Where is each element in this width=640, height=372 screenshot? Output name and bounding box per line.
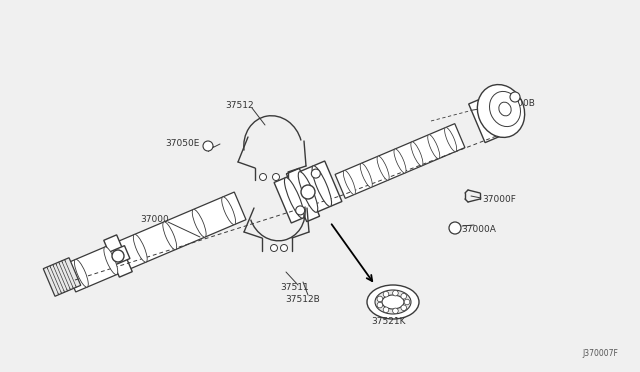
Text: 37000A: 37000A <box>461 225 496 234</box>
Circle shape <box>510 92 520 102</box>
Polygon shape <box>64 192 246 292</box>
Circle shape <box>377 296 383 302</box>
Ellipse shape <box>104 247 118 275</box>
Ellipse shape <box>382 295 404 309</box>
Ellipse shape <box>74 259 88 287</box>
Polygon shape <box>468 95 506 142</box>
Ellipse shape <box>192 209 206 237</box>
Polygon shape <box>335 124 465 198</box>
Ellipse shape <box>411 142 423 166</box>
Ellipse shape <box>343 170 355 195</box>
Ellipse shape <box>375 290 411 314</box>
Circle shape <box>280 244 287 251</box>
Circle shape <box>392 308 398 314</box>
Circle shape <box>273 173 280 180</box>
Circle shape <box>311 169 320 178</box>
Text: 37512: 37512 <box>225 102 253 110</box>
Polygon shape <box>106 246 130 266</box>
Text: 37000F: 37000F <box>482 196 516 205</box>
Circle shape <box>259 173 266 180</box>
Ellipse shape <box>377 156 389 180</box>
Circle shape <box>383 291 389 297</box>
Ellipse shape <box>312 166 332 206</box>
Circle shape <box>383 307 389 312</box>
Polygon shape <box>274 161 342 223</box>
Circle shape <box>271 244 278 251</box>
Ellipse shape <box>477 84 525 137</box>
Circle shape <box>401 294 406 299</box>
Circle shape <box>449 222 461 234</box>
Circle shape <box>392 290 398 296</box>
Text: 37511: 37511 <box>280 283 308 292</box>
Ellipse shape <box>163 222 177 250</box>
Circle shape <box>203 141 213 151</box>
Ellipse shape <box>499 102 511 116</box>
Polygon shape <box>286 169 319 222</box>
Ellipse shape <box>221 197 236 225</box>
Circle shape <box>401 305 406 311</box>
Polygon shape <box>44 258 81 296</box>
Ellipse shape <box>301 185 315 199</box>
Polygon shape <box>104 235 132 277</box>
Text: 37050E: 37050E <box>165 138 200 148</box>
Ellipse shape <box>133 234 147 262</box>
Ellipse shape <box>284 177 304 218</box>
Ellipse shape <box>367 285 419 319</box>
Text: 37000B: 37000B <box>500 99 535 109</box>
Ellipse shape <box>112 250 124 262</box>
Ellipse shape <box>394 149 406 173</box>
Ellipse shape <box>490 92 520 126</box>
Text: 37512B: 37512B <box>285 295 320 304</box>
Ellipse shape <box>298 171 317 212</box>
Ellipse shape <box>445 128 457 151</box>
Circle shape <box>404 299 410 305</box>
Text: J370007F: J370007F <box>582 349 618 358</box>
Circle shape <box>377 302 383 308</box>
Circle shape <box>296 206 305 215</box>
Text: 37000: 37000 <box>140 215 169 224</box>
Text: 37521K: 37521K <box>371 317 406 327</box>
Ellipse shape <box>360 163 372 187</box>
Ellipse shape <box>428 135 440 159</box>
